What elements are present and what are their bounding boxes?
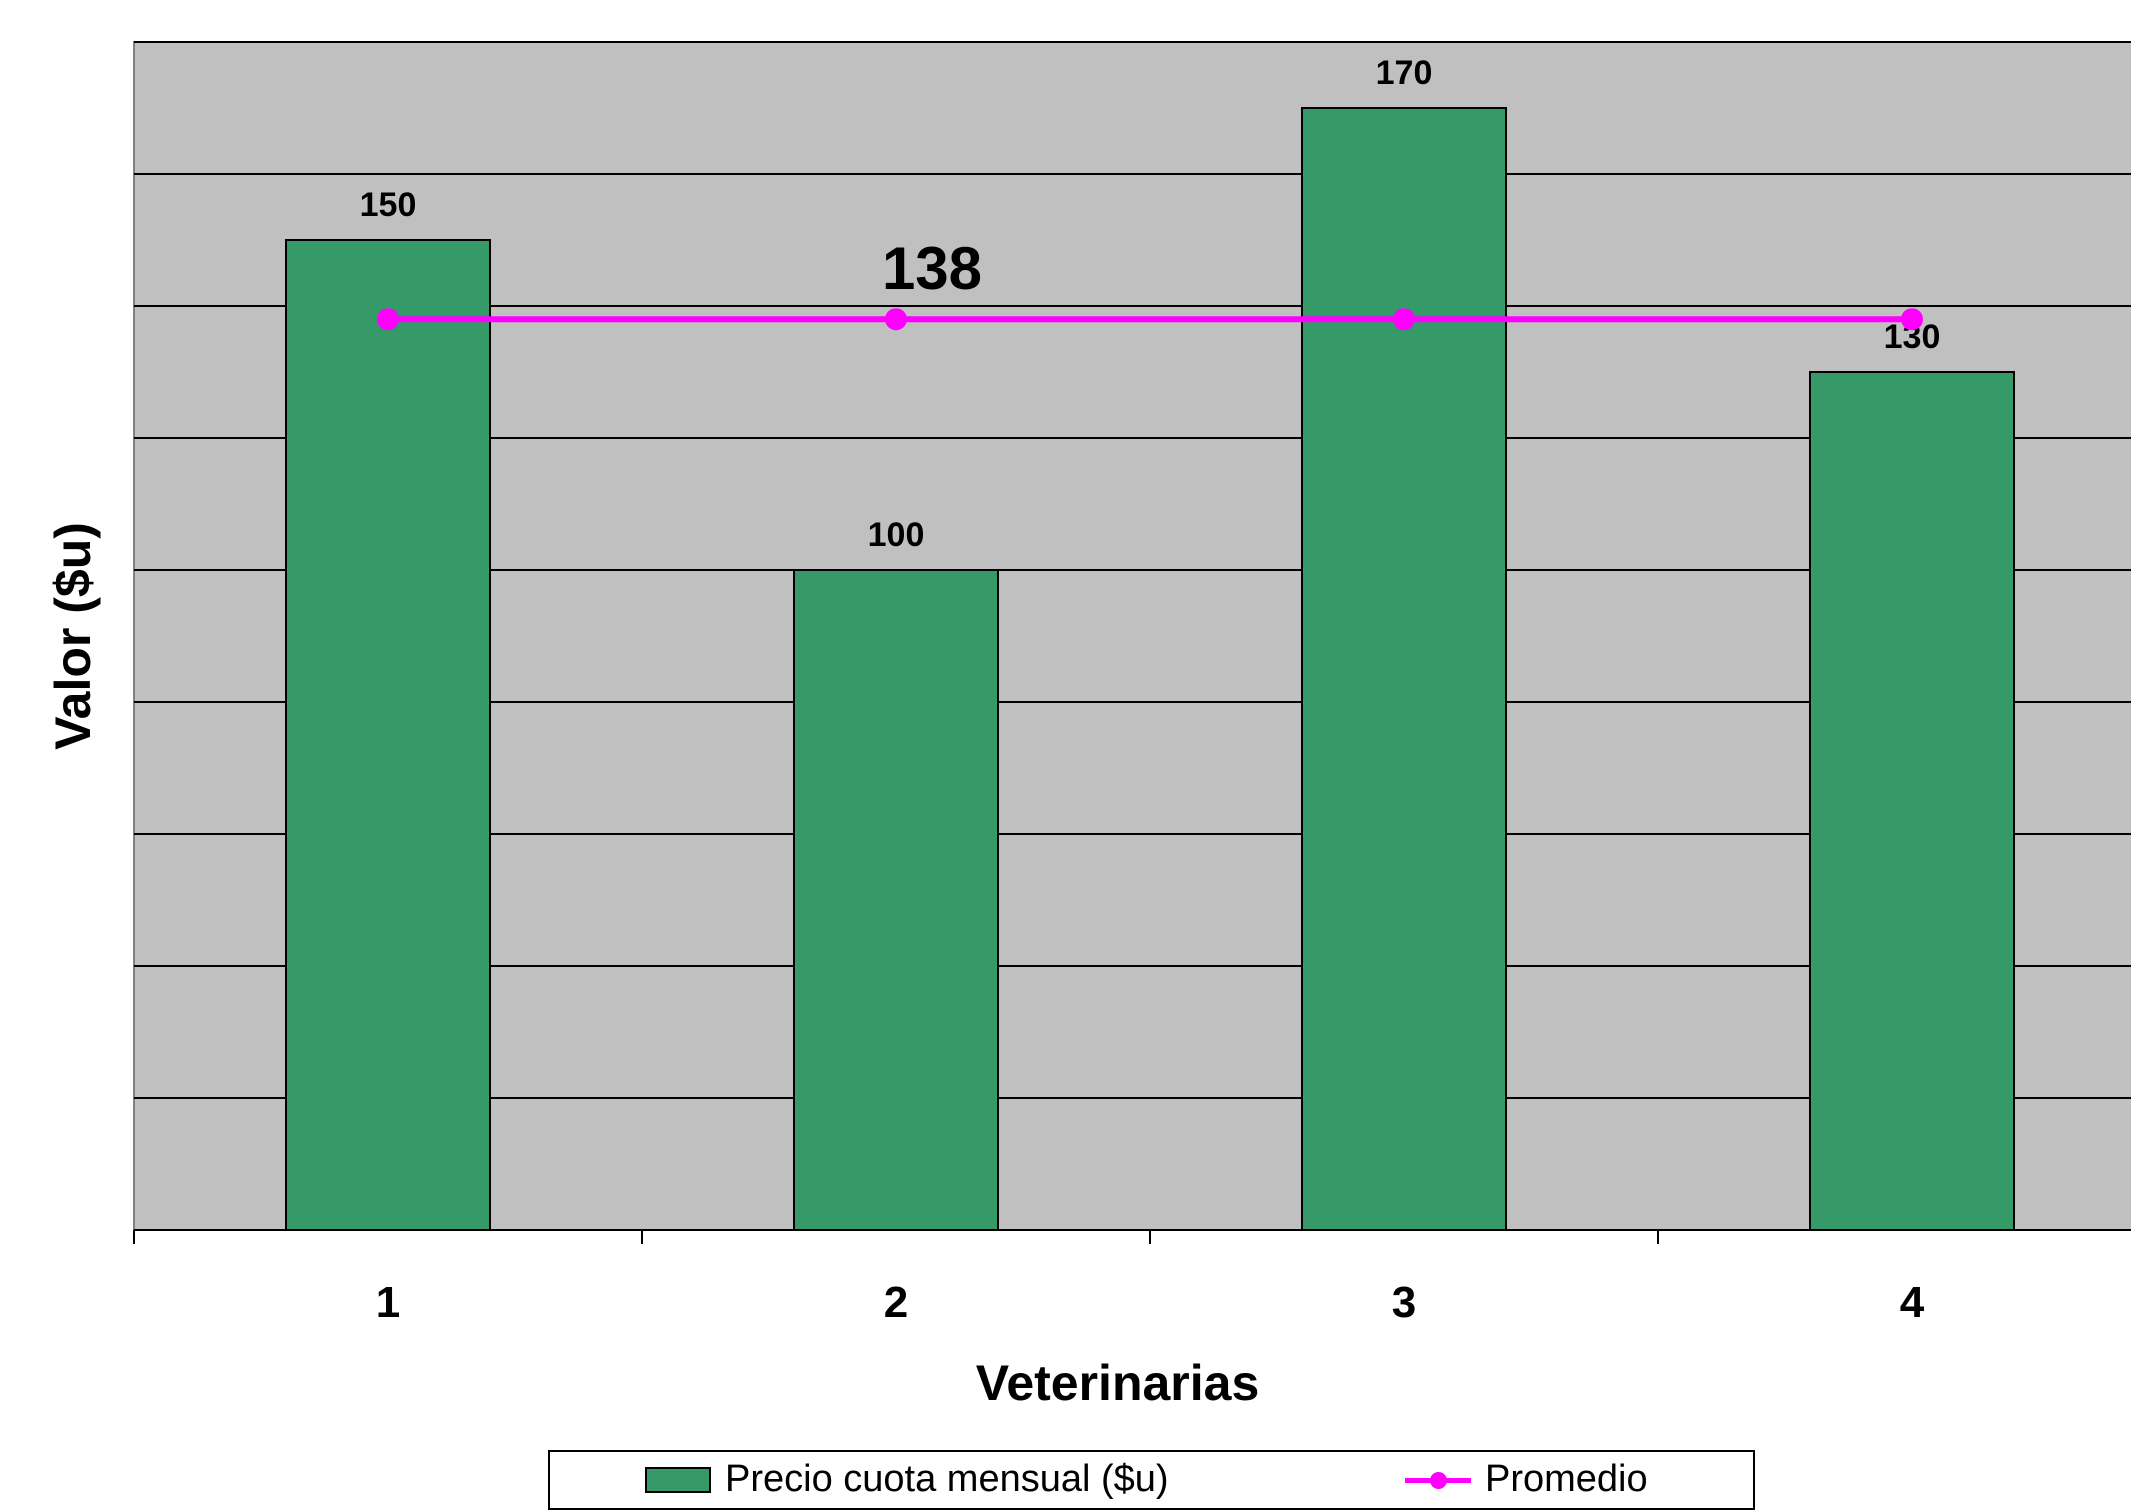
x-tick-label: 4 bbox=[1900, 1278, 1925, 1327]
bar-data-label: 170 bbox=[1376, 54, 1433, 92]
x-tick-label: 2 bbox=[884, 1278, 908, 1327]
average-line-series bbox=[377, 308, 1923, 331]
bar-data-label: 150 bbox=[360, 186, 417, 224]
average-point bbox=[1393, 308, 1415, 331]
bar bbox=[1809, 371, 2015, 1231]
bar bbox=[1301, 107, 1507, 1231]
y-axis-title: Valor ($u) bbox=[45, 522, 101, 750]
legend-line-swatch bbox=[1405, 1467, 1471, 1493]
legend: Precio cuota mensual ($u) Promedio bbox=[548, 1450, 1755, 1510]
x-axis-title: Veterinarias bbox=[976, 1355, 1260, 1411]
x-tick-label: 3 bbox=[1392, 1278, 1416, 1327]
legend-item-line: Promedio bbox=[1405, 1458, 1648, 1501]
legend-line-label: Promedio bbox=[1485, 1458, 1648, 1500]
average-point bbox=[1901, 308, 1923, 331]
bar-data-label: 100 bbox=[868, 516, 925, 554]
x-tick-label: 1 bbox=[376, 1278, 400, 1327]
x-axis bbox=[133, 1229, 2131, 1244]
legend-bar-label: Precio cuota mensual ($u) bbox=[725, 1458, 1169, 1500]
bar-series bbox=[285, 107, 2015, 1231]
legend-bar-swatch bbox=[645, 1466, 711, 1493]
average-value-label: 138 bbox=[882, 235, 982, 302]
average-point bbox=[377, 308, 399, 331]
average-point bbox=[885, 308, 907, 331]
bar bbox=[285, 239, 491, 1231]
legend-item-bar: Precio cuota mensual ($u) bbox=[645, 1458, 1169, 1501]
x-tick-labels: 1 2 3 4 bbox=[376, 1278, 1925, 1327]
bar bbox=[793, 569, 999, 1231]
